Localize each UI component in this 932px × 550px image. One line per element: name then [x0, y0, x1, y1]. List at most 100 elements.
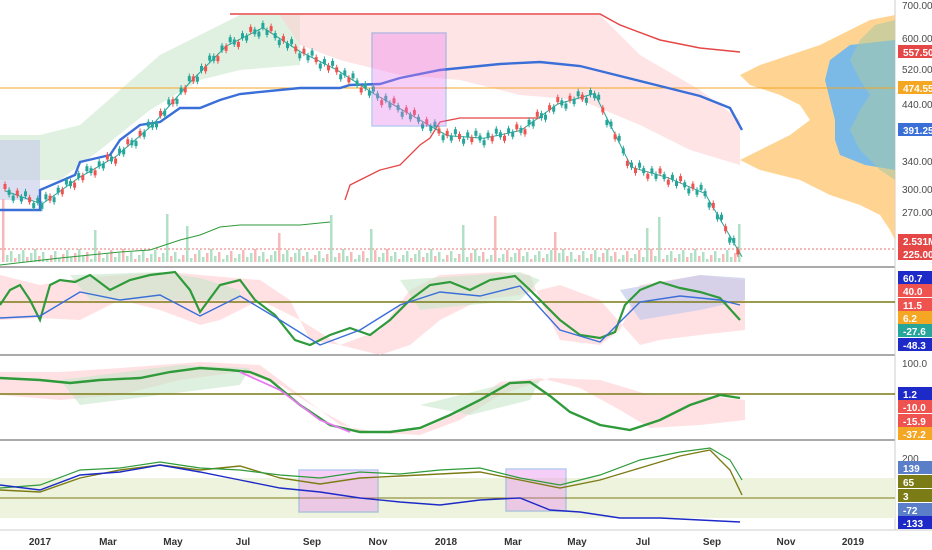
candle-body	[462, 138, 466, 144]
volume-bar	[270, 255, 273, 262]
candle-body	[359, 87, 363, 93]
osc1-tag-bg	[898, 311, 932, 324]
comparison-tag-label: 3	[903, 492, 909, 503]
volume-bar	[334, 257, 337, 262]
comparison-tag-label: 139	[903, 464, 920, 475]
volume-bar	[94, 230, 97, 262]
candle-body	[560, 100, 564, 106]
osc1-tag-bg	[898, 298, 932, 311]
volume-bar	[590, 254, 593, 262]
candle-body	[150, 122, 154, 128]
volume-bar	[174, 252, 177, 262]
volume-bar	[490, 255, 493, 262]
candle-body	[11, 195, 15, 201]
volume-bar	[462, 225, 465, 262]
volume-bar	[238, 254, 241, 262]
candle-body	[576, 91, 580, 97]
volume-bar	[618, 259, 621, 262]
osc2-tag-bg	[898, 400, 932, 413]
oscillator-2-band	[0, 362, 745, 435]
volume-bar	[222, 259, 225, 262]
volume-bar	[430, 249, 433, 262]
candle-body	[503, 135, 506, 141]
candle-body	[556, 97, 560, 103]
volume-bar	[682, 250, 685, 262]
volume-bar	[622, 255, 625, 262]
volume-bar	[254, 249, 257, 262]
candle-body	[474, 130, 478, 136]
candle-body	[298, 53, 302, 59]
osc1-tag-label: 11.5	[903, 301, 922, 312]
lower-stop-red-line	[344, 117, 540, 201]
oscillator-2-pink-segment	[239, 371, 351, 433]
osc1-tag: -48.3	[898, 338, 932, 352]
candle-body	[425, 119, 429, 125]
candle-body	[290, 39, 294, 45]
volume-bar	[666, 255, 669, 262]
volume-bar	[366, 258, 369, 262]
candle-body	[122, 149, 126, 155]
baseline-blue-line	[0, 60, 744, 212]
osc1-tag-label: 40.0	[903, 287, 923, 298]
volume-bar	[22, 250, 25, 262]
volume-bar	[602, 253, 605, 262]
volume-bar	[194, 254, 197, 262]
volume-bar	[482, 252, 485, 262]
volume-bar	[410, 258, 413, 262]
candle-body	[343, 70, 347, 76]
candle-body	[253, 29, 257, 35]
cloud-green-band	[0, 15, 300, 180]
candle-body	[490, 136, 494, 142]
candle-body	[15, 190, 19, 196]
osc1-tag-bg	[898, 284, 932, 297]
volume-bar	[330, 215, 333, 262]
candle-body	[265, 30, 269, 35]
candle-body	[707, 202, 711, 208]
candle-body	[711, 202, 715, 208]
candle-body	[535, 111, 539, 117]
candle-body	[392, 98, 396, 104]
candle-body	[44, 194, 48, 200]
volume-bar	[446, 255, 449, 262]
price-tick-label: 300.00	[902, 185, 932, 196]
oscillator-2-band-green-2	[420, 380, 540, 415]
candle-body	[175, 98, 179, 104]
volume-bar	[262, 252, 265, 262]
price-tag: 474.55	[898, 81, 932, 95]
price-tag-bg	[898, 123, 932, 136]
price-tick-label: 270.00	[902, 208, 932, 219]
volume-bar	[138, 255, 141, 262]
candle-body	[478, 135, 482, 141]
volume-bar	[522, 256, 525, 262]
volume-bar	[18, 254, 21, 262]
date-tick-label: 2017	[29, 537, 52, 548]
volume-bar	[606, 249, 609, 262]
volume-bar	[38, 256, 41, 262]
candle-body	[519, 127, 523, 133]
volume-bar	[306, 252, 309, 262]
date-tick-label: Jul	[636, 537, 651, 548]
volume-bar	[230, 251, 233, 262]
volume-bar	[690, 253, 693, 262]
volume-bar	[42, 252, 45, 262]
volume-bar	[658, 217, 661, 262]
price-tag-label: 225.00	[903, 250, 932, 261]
volume-bar	[130, 252, 133, 262]
candle-body	[36, 197, 40, 203]
volume-bar	[274, 251, 277, 262]
volume-bar	[162, 253, 165, 262]
candle-body	[511, 131, 515, 137]
price-tick-label: 440.00	[902, 100, 932, 111]
volume-bar	[190, 258, 193, 262]
volume-bar	[54, 251, 57, 262]
volume-bar	[78, 249, 81, 262]
candle-body	[171, 99, 175, 105]
volume-bar	[30, 253, 33, 262]
candle-body	[515, 124, 519, 130]
price-tag-bg	[898, 247, 932, 260]
candle-body	[634, 168, 637, 174]
volume-bar	[26, 257, 29, 262]
candle-body	[400, 111, 404, 117]
volume-bar	[370, 229, 373, 262]
oscillator-1-line	[0, 270, 741, 347]
